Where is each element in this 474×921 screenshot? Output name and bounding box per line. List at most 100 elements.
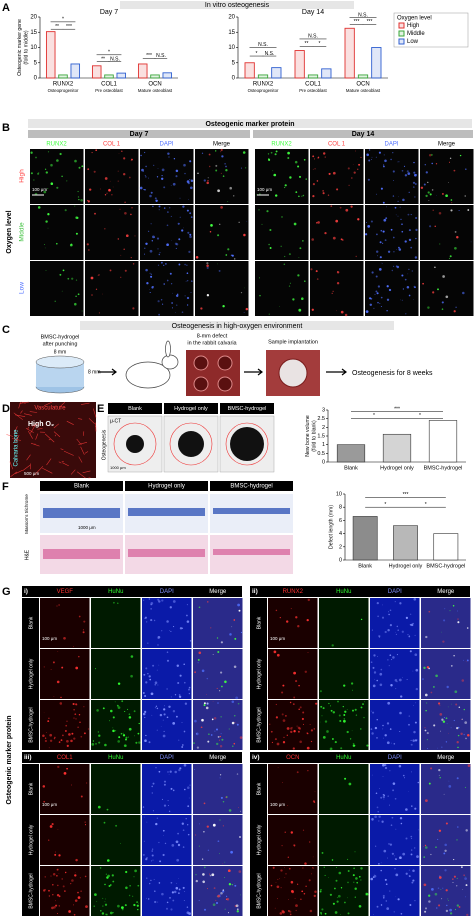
y-tick-label: 1.5	[317, 433, 325, 439]
row-label: Osteogenesis	[101, 429, 107, 460]
signal	[286, 727, 290, 730]
bar	[271, 67, 282, 79]
signal	[78, 615, 81, 618]
micrograph	[142, 764, 192, 814]
signal	[134, 869, 137, 873]
signal	[89, 188, 92, 191]
signal	[415, 702, 417, 704]
signal	[136, 904, 139, 907]
signal	[96, 900, 98, 902]
signal	[184, 891, 186, 892]
signal	[150, 273, 152, 275]
signal	[163, 713, 166, 716]
signal	[408, 294, 411, 297]
signal	[415, 216, 418, 220]
signal	[374, 678, 376, 680]
signal	[389, 624, 392, 627]
signal	[431, 162, 433, 165]
signal	[349, 738, 352, 740]
signal	[445, 194, 448, 198]
signal	[58, 741, 61, 743]
micrograph	[268, 764, 318, 814]
signal	[413, 705, 414, 707]
signal	[95, 668, 97, 670]
signal	[336, 310, 337, 312]
bar	[244, 62, 255, 79]
vessel	[34, 466, 44, 475]
signal	[219, 223, 221, 225]
signal	[445, 889, 448, 892]
signal	[370, 661, 373, 664]
bar	[150, 74, 160, 79]
signal	[304, 670, 308, 674]
signal	[324, 231, 327, 235]
signal	[328, 702, 330, 705]
signal	[457, 618, 459, 620]
signal	[201, 669, 205, 673]
bone-tissue	[213, 508, 290, 514]
signal	[158, 770, 161, 773]
signal	[138, 741, 141, 744]
signal	[59, 702, 63, 705]
signal	[410, 835, 413, 838]
subpanel-label: iii)	[24, 754, 32, 761]
micrograph	[85, 149, 139, 204]
signal	[238, 870, 242, 873]
signal	[184, 295, 186, 297]
signal	[211, 718, 214, 721]
signal	[464, 721, 468, 724]
signal	[188, 250, 191, 253]
signal	[130, 256, 132, 259]
signal	[124, 269, 127, 272]
signal	[332, 290, 334, 292]
micrograph	[40, 700, 90, 750]
micrograph	[370, 815, 420, 865]
signal	[428, 900, 431, 903]
signal	[453, 859, 455, 861]
signal	[387, 795, 389, 797]
signal	[283, 736, 285, 739]
bar	[382, 433, 412, 463]
category-subtitle: Osteoprogenitor	[48, 88, 79, 93]
subpanel-header	[22, 586, 242, 597]
signal	[118, 736, 121, 739]
signal	[437, 887, 440, 889]
signal	[80, 795, 83, 798]
micrograph	[310, 261, 364, 316]
signal	[121, 908, 124, 911]
signal	[150, 191, 153, 194]
signal	[220, 716, 222, 718]
signal	[156, 669, 158, 671]
signal	[448, 257, 450, 259]
signal	[315, 702, 318, 705]
signal	[144, 616, 147, 619]
signal	[147, 898, 150, 900]
significance-label: *	[108, 50, 110, 56]
condition: High O₂	[28, 421, 54, 428]
signal	[161, 174, 163, 177]
signal	[167, 771, 169, 773]
signal	[327, 194, 330, 196]
vessel	[93, 408, 97, 418]
signal	[120, 276, 122, 278]
row-label: H&E	[24, 549, 30, 560]
signal	[310, 740, 313, 743]
signal	[164, 842, 167, 845]
signal	[166, 907, 168, 910]
signal	[412, 739, 415, 742]
signal	[166, 243, 169, 247]
signal	[354, 887, 357, 890]
bar	[91, 65, 102, 79]
legend-swatch	[398, 22, 405, 29]
signal	[379, 302, 381, 304]
signal	[452, 604, 455, 607]
signal	[193, 769, 195, 771]
channel-label: HuNu	[108, 755, 123, 761]
signal	[414, 286, 416, 289]
signal	[365, 310, 369, 313]
signal	[288, 899, 289, 900]
signal	[231, 254, 234, 257]
signal	[62, 885, 65, 888]
signal	[225, 169, 228, 172]
signal	[56, 893, 60, 897]
